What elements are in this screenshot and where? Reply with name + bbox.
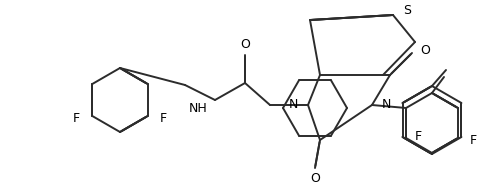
Text: NH: NH [188,102,207,114]
Text: F: F [470,134,477,146]
Text: N: N [289,98,298,112]
Text: F: F [160,112,167,124]
Text: N: N [382,98,391,112]
Text: F: F [73,112,80,124]
Text: F: F [414,130,422,144]
Text: O: O [310,171,320,184]
Text: O: O [420,43,430,57]
Text: O: O [240,38,250,51]
Text: S: S [403,4,411,17]
